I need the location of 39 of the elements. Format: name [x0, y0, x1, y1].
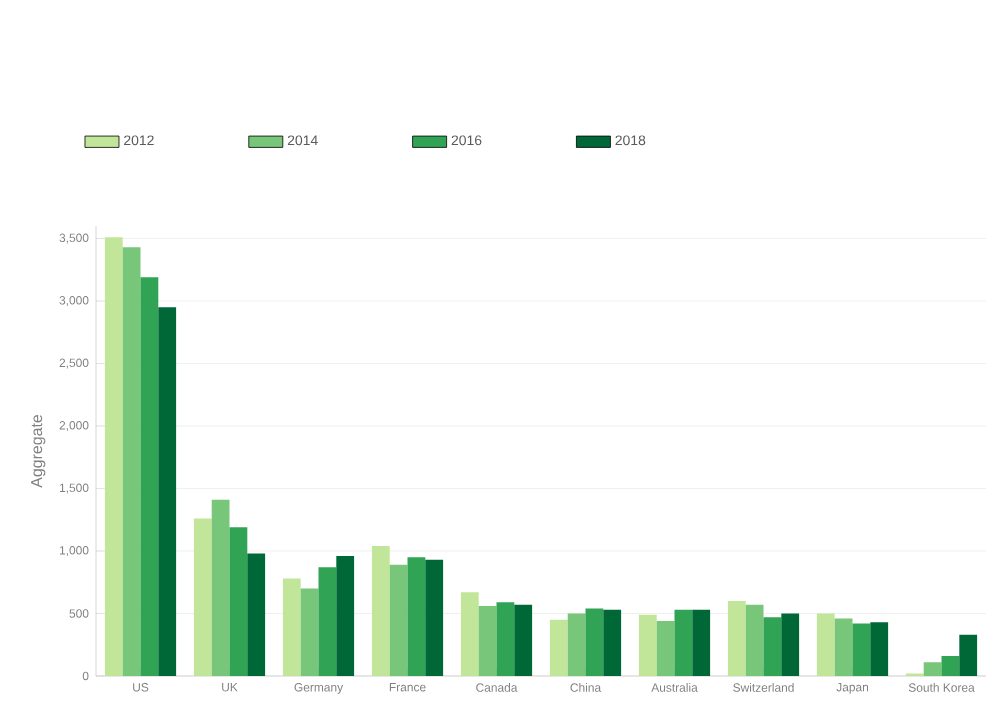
bar — [656, 621, 675, 676]
bar — [549, 619, 568, 676]
bar — [603, 609, 622, 676]
bar — [478, 606, 497, 676]
bar — [727, 601, 746, 676]
bar — [781, 613, 800, 676]
bar — [834, 618, 853, 676]
bar — [300, 588, 319, 676]
bar — [211, 499, 230, 676]
bar — [638, 614, 657, 676]
bar — [496, 602, 515, 676]
bar — [282, 578, 301, 676]
bar — [247, 553, 266, 676]
bar — [763, 617, 782, 676]
bar — [158, 307, 177, 676]
bar — [514, 604, 533, 676]
bar — [193, 518, 212, 676]
bar — [959, 634, 978, 676]
bar — [745, 604, 764, 676]
bar — [567, 613, 586, 676]
bar — [122, 247, 141, 676]
bar — [585, 608, 604, 676]
bar — [104, 237, 123, 676]
bar — [870, 622, 889, 676]
bar — [371, 546, 390, 676]
bar — [425, 559, 444, 676]
bar — [140, 277, 159, 676]
bar — [692, 609, 711, 676]
bar — [923, 662, 942, 676]
bar — [674, 609, 693, 676]
bar — [941, 656, 960, 676]
bar — [336, 556, 355, 676]
bar — [318, 567, 337, 676]
bar — [407, 557, 426, 676]
bar — [229, 527, 248, 676]
bar — [852, 623, 871, 676]
bar — [460, 592, 479, 676]
bar — [389, 564, 408, 676]
bar — [816, 613, 835, 676]
